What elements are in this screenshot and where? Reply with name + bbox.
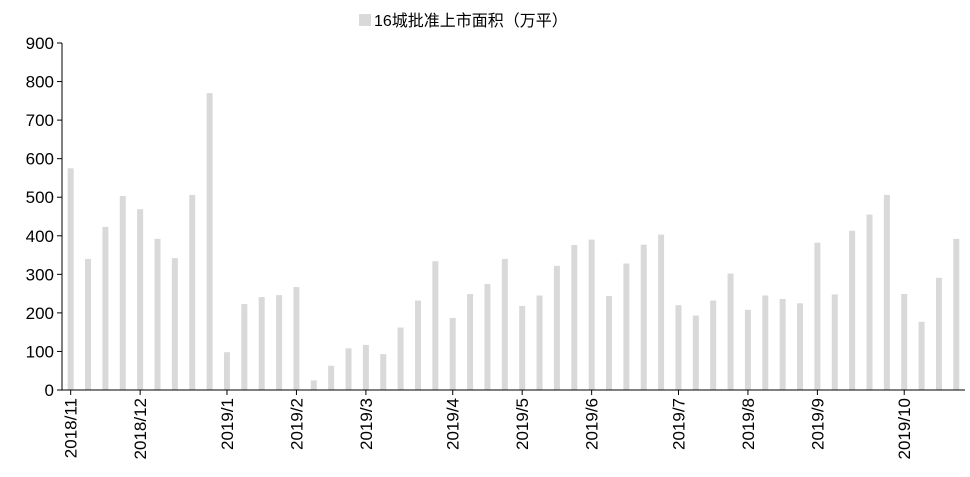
bar: [501, 258, 508, 390]
y-tick-label: 900: [26, 34, 54, 53]
bar: [797, 303, 804, 390]
x-tick-label: 2019/5: [513, 398, 532, 450]
bar: [484, 283, 491, 390]
bar: [918, 321, 925, 390]
bar: [189, 194, 196, 390]
bar: [849, 230, 856, 390]
bar: [883, 194, 890, 390]
bar: [467, 293, 474, 390]
bar: [553, 265, 560, 390]
x-tick-label: 2019/10: [895, 398, 914, 459]
y-tick-label: 500: [26, 188, 54, 207]
bar: [137, 209, 144, 390]
bar: [866, 214, 873, 390]
x-tick-label: 2019/3: [357, 398, 376, 450]
bar: [258, 297, 265, 390]
bar: [328, 365, 335, 390]
bar: [571, 245, 578, 390]
bar: [154, 238, 161, 390]
y-tick-label: 400: [26, 227, 54, 246]
bar: [345, 348, 352, 390]
bar: [241, 304, 248, 390]
bar: [362, 344, 369, 390]
bar: [85, 258, 92, 390]
bar: [727, 273, 734, 390]
x-tick-label: 2019/9: [808, 398, 827, 450]
bar: [536, 295, 543, 390]
x-tick-label: 2019/7: [669, 398, 688, 450]
y-tick-label: 200: [26, 304, 54, 323]
bar: [223, 352, 230, 390]
bar: [831, 294, 838, 390]
bar: [119, 196, 126, 390]
bar: [762, 295, 769, 390]
bar: [692, 315, 699, 390]
x-tick-label: 2018/12: [131, 398, 150, 459]
x-tick-label: 2019/4: [444, 398, 463, 450]
y-tick-label: 300: [26, 265, 54, 284]
y-tick-label: 700: [26, 111, 54, 130]
bar: [276, 295, 283, 390]
bar: [449, 317, 456, 390]
bar: [293, 287, 300, 390]
bar: [397, 327, 404, 390]
bar: [310, 380, 317, 390]
bar: [67, 168, 74, 390]
x-tick-label: 2019/1: [218, 398, 237, 450]
bar: [588, 239, 595, 390]
bar: [206, 93, 213, 390]
x-tick-label: 2018/11: [62, 398, 81, 458]
bar: [658, 234, 665, 390]
bar: [675, 305, 682, 390]
x-tick-label: 2019/2: [287, 398, 306, 450]
bar: [102, 226, 109, 390]
bar: [640, 244, 647, 390]
legend-swatch: [359, 14, 371, 26]
bar: [814, 242, 821, 390]
bar: [901, 293, 908, 390]
bar: [935, 277, 942, 390]
bar: [623, 263, 630, 390]
bar: [606, 295, 613, 390]
y-tick-label: 100: [26, 342, 54, 361]
x-tick-label: 2019/8: [739, 398, 758, 450]
y-tick-label: 0: [45, 381, 54, 400]
y-tick-label: 800: [26, 73, 54, 92]
legend-label: 16城批准上市面积（万平）: [374, 12, 568, 30]
bar: [710, 300, 717, 390]
bar: [519, 305, 526, 390]
bar: [432, 261, 439, 390]
bar: [171, 258, 178, 390]
bar: [779, 299, 786, 390]
bar: [380, 354, 387, 390]
x-tick-label: 2019/6: [583, 398, 602, 450]
bar: [744, 309, 751, 390]
bar: [953, 238, 960, 390]
bar: [414, 300, 421, 390]
y-tick-label: 600: [26, 150, 54, 169]
